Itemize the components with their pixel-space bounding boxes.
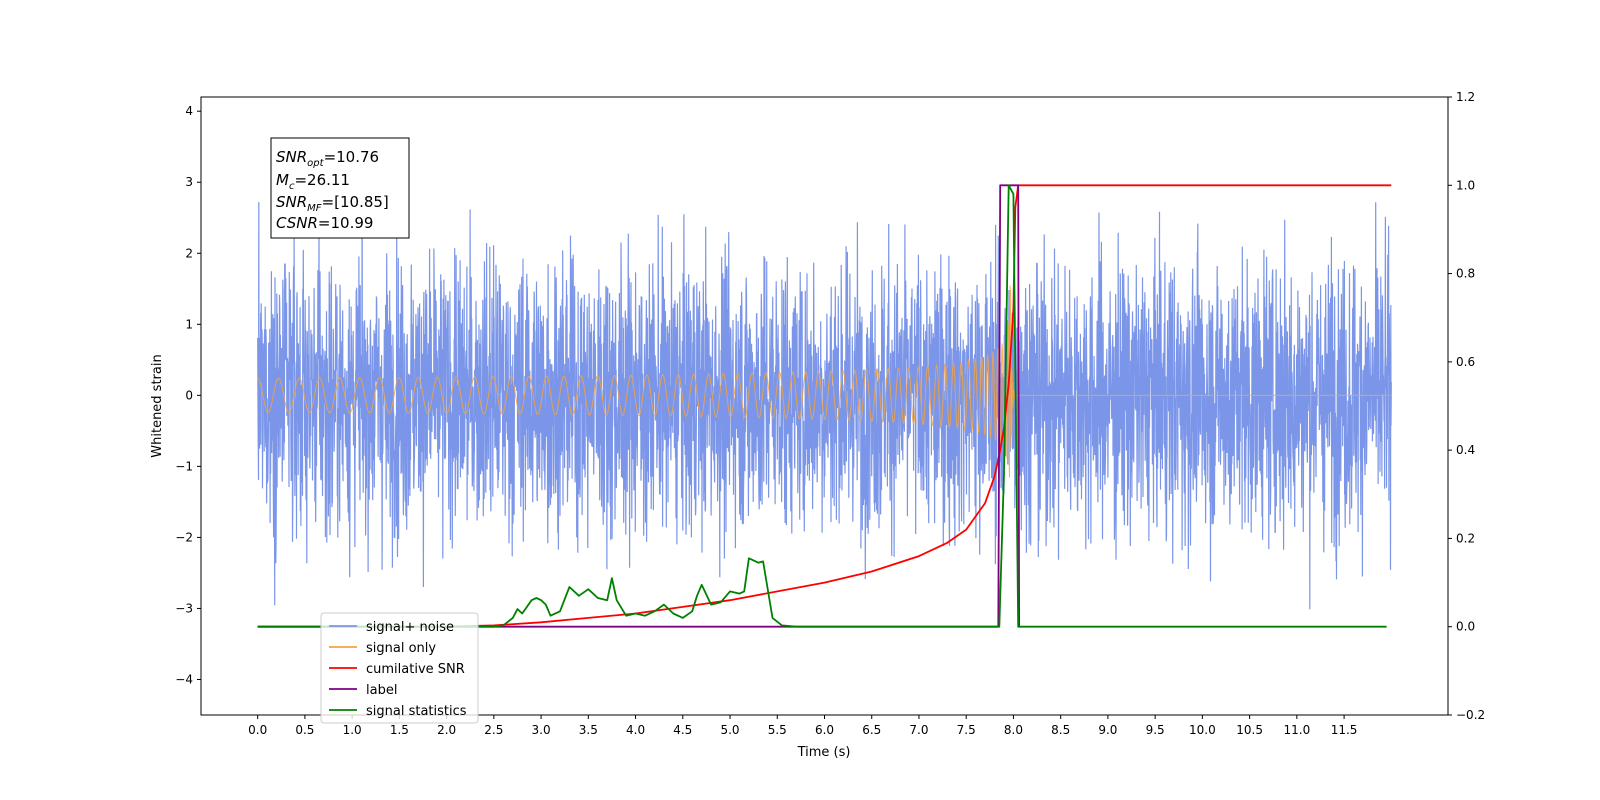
- y2-tick-label: 0.4: [1456, 443, 1475, 457]
- legend-label: label: [366, 683, 397, 698]
- annotation-csnr: CSNR=10.99: [276, 214, 373, 232]
- x-tick-label: 4.5: [673, 723, 692, 737]
- y-tick-label: 3: [185, 175, 193, 189]
- legend: signal+ noise signal only cumilative SNR la…: [320, 612, 479, 724]
- x-tick-label: 0.5: [295, 723, 314, 737]
- x-tick-label: 9.5: [1146, 723, 1165, 737]
- annotation-chirp-mass: Mc=26.11: [276, 171, 350, 192]
- x-tick-label: 5.5: [768, 723, 787, 737]
- x-tick-label: 11.0: [1283, 723, 1310, 737]
- series-signal-only: [257, 285, 1392, 478]
- x-tick-label: 7.5: [957, 723, 976, 737]
- series-cumulative-snr: [257, 184, 1392, 628]
- ticks-layer: 0.0 0.5 1.0 1.5 2.0 2.5 3.0 3.5 4.0 4.5 5.0 5.5 6.0 6…: [175, 90, 1485, 737]
- y2-tick-label: 1.2: [1456, 90, 1475, 104]
- x-tick-label: 6.0: [815, 723, 834, 737]
- x-tick-label: 2.0: [437, 723, 456, 737]
- y-tick-label: 0: [185, 388, 193, 402]
- y-tick-label: −4: [175, 672, 193, 686]
- y2-tick-label: −0.2: [1456, 708, 1485, 722]
- x-tick-label: 8.5: [1051, 723, 1070, 737]
- legend-label: signal statistics: [366, 704, 467, 719]
- series-layer: [257, 157, 1392, 628]
- x-tick-label: 3.5: [579, 723, 598, 737]
- x-tick-label: 9.0: [1098, 723, 1117, 737]
- annotation-snr-opt: SNRopt=10.76: [276, 148, 379, 169]
- series-signal-statistics: [257, 184, 1387, 628]
- y-tick-label: 2: [185, 246, 193, 260]
- series-signal-noise: [257, 157, 1392, 610]
- x-tick-label: 11.5: [1331, 723, 1358, 737]
- y2-tick-label: 0.0: [1456, 620, 1475, 634]
- legend-label: cumilative SNR: [366, 662, 465, 677]
- x-tick-label: 1.0: [343, 723, 362, 737]
- x-tick-label: 6.5: [862, 723, 881, 737]
- x-tick-label: 4.0: [626, 723, 645, 737]
- x-tick-label: 5.0: [720, 723, 739, 737]
- y2-tick-label: 0.2: [1456, 531, 1475, 545]
- y2-tick-label: 0.8: [1456, 267, 1475, 281]
- x-tick-label: 2.5: [484, 723, 503, 737]
- y-axis-label: Whitened strain: [150, 354, 165, 457]
- x-tick-label: 10.5: [1236, 723, 1263, 737]
- annotation-snr-mf: SNRMF=[10.85]: [276, 193, 389, 214]
- y-tick-label: 4: [185, 104, 193, 118]
- y-tick-label: 1: [185, 317, 193, 331]
- series-label: [257, 184, 1020, 628]
- y2-tick-label: 0.6: [1456, 355, 1475, 369]
- x-tick-label: 10.0: [1189, 723, 1216, 737]
- x-axis-label: Time (s): [797, 745, 851, 760]
- x-tick-label: 1.5: [390, 723, 409, 737]
- legend-items: signal+ noise signal only cumilative SNR la…: [329, 620, 467, 719]
- x-tick-label: 8.0: [1004, 723, 1023, 737]
- legend-frame: [320, 612, 479, 724]
- y2-tick-label: 1.0: [1456, 178, 1475, 192]
- x-tick-label: 3.0: [532, 723, 551, 737]
- y-tick-label: −1: [175, 459, 193, 473]
- x-tick-label: 0.0: [248, 723, 267, 737]
- x-tick-label: 7.0: [909, 723, 928, 737]
- legend-label: signal only: [366, 641, 436, 656]
- y-tick-label: −2: [175, 530, 193, 544]
- annotation-box: [270, 137, 410, 239]
- stats-annotation: SNRopt=10.76 Mc=26.11 SNRMF=[10.85] CSNR…: [270, 137, 410, 239]
- legend-label: signal+ noise: [366, 620, 454, 635]
- y-tick-label: −3: [175, 601, 193, 615]
